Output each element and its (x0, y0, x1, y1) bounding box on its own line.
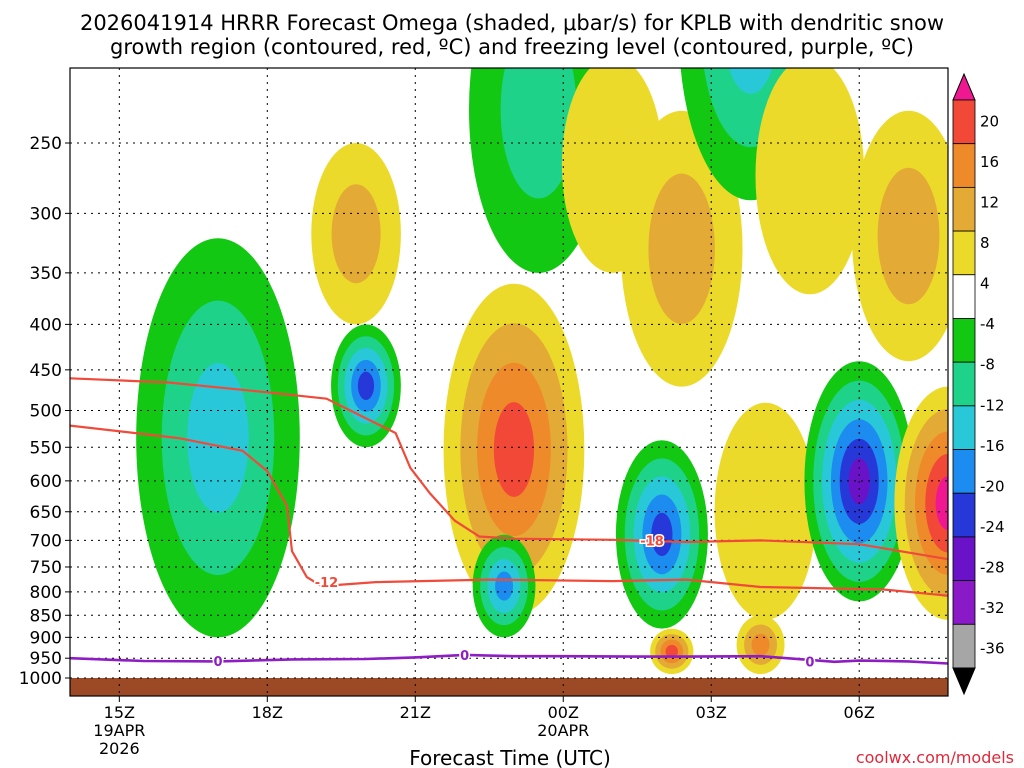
y-axis: 2503003504004505005506006507007508008509… (19, 134, 70, 689)
contour-label-1: -18 (640, 534, 664, 549)
colorbar-bin-8 (952, 318, 976, 363)
colorbar-label: 16 (980, 153, 999, 171)
y-tick-label: 650 (30, 503, 62, 523)
chart-title-line2: growth region (contoured, red, ºC) and f… (110, 35, 914, 59)
colorbar-bin-2 (952, 580, 976, 625)
chart-title-line1: 2026041914 HRRR Forecast Omega (shaded, … (80, 11, 944, 35)
plot-frame (69, 67, 949, 697)
omega-feature-1-level-4 (357, 371, 375, 401)
colorbar-label: -12 (980, 396, 1005, 414)
colorbar-bin-5 (952, 449, 976, 494)
colorbar-bin-11 (952, 186, 976, 232)
contour-label-2: 0 (213, 655, 222, 670)
y-tick-label: 350 (30, 264, 62, 284)
y-tick-label: 750 (30, 558, 62, 578)
colorbar-bin-3 (952, 536, 976, 582)
x-axis-title: Forecast Time (UTC) (409, 746, 611, 768)
omega-colorbar: 20 16 12 8 4 -4 -8 -12 -16 -20 -24 -28 -32 -36 (952, 72, 1005, 696)
omega-feature-4-level-1 (500, 68, 577, 199)
colorbar-bin-4 (952, 492, 976, 538)
dgz-line-1 (70, 424, 948, 597)
colorbar-bin-13 (952, 99, 976, 145)
colorbar-label: -16 (980, 437, 1005, 455)
colorbar-bin-7 (952, 361, 976, 407)
omega-feature-2-level-1 (331, 184, 381, 284)
omega-shading (136, 68, 948, 675)
x-tick-sublabel: 2026 (99, 739, 140, 758)
y-tick-label: 550 (30, 438, 62, 458)
y-tick-label: 450 (30, 361, 62, 381)
x-tick-label: 00Z (548, 703, 579, 722)
colorbar-label: -32 (980, 599, 1005, 617)
x-tick-sublabel: 20APR (537, 721, 589, 740)
y-tick-label: 950 (30, 649, 62, 669)
y-tick-label: 600 (30, 472, 62, 492)
colorbar-top-arrow (952, 72, 976, 101)
omega-feature-13-level-0 (755, 68, 865, 295)
colorbar-bin-10 (952, 230, 976, 276)
colorbar-label: -28 (980, 559, 1005, 577)
omega-feature-9-level-4 (651, 512, 673, 557)
dgz-line-0 (70, 377, 948, 561)
colorbar-label: 8 (980, 234, 990, 252)
colorbar-label: -20 (980, 477, 1005, 495)
y-tick-label: 800 (30, 583, 62, 603)
omega-feature-8-level-2 (729, 68, 773, 94)
x-tick-label: 15Z (104, 703, 135, 722)
contour-labels: -12 -18 0 0 0 (212, 533, 816, 672)
y-tick-label: 900 (30, 628, 62, 648)
colorbar-label: 4 (980, 275, 990, 293)
omega-feature-5-level-3 (495, 571, 514, 601)
y-tick-label: 250 (30, 134, 62, 154)
freezing-level-line-3 (70, 653, 948, 665)
omega-feature-11-level-0 (714, 402, 817, 620)
omega-feature-3-level-3 (493, 402, 535, 497)
colorbar-bin-1 (952, 623, 976, 669)
colorbar-label: 12 (980, 193, 999, 211)
colorbar-bottom-arrow (952, 667, 976, 696)
omega-feature-0-level-2 (187, 363, 249, 513)
omega-feature-16-level-4 (935, 476, 948, 531)
y-tick-label: 500 (30, 402, 62, 422)
x-tick-label: 03Z (696, 703, 727, 722)
contour-label-3: 0 (460, 649, 469, 664)
colorbar-label: -8 (980, 356, 995, 374)
colorbar-label: 20 (980, 112, 999, 130)
contour-label-4: 0 (805, 655, 814, 670)
colorbar-bin-6 (952, 405, 976, 450)
site-credit[interactable]: coolwx.com/models (856, 748, 1014, 767)
contour-lines (70, 377, 948, 665)
ground-layer (70, 678, 948, 696)
omega-feature-14-level-1 (877, 167, 940, 305)
contour-label-0: -12 (315, 576, 339, 591)
x-tick-sublabel: 19APR (93, 721, 145, 740)
x-tick-label: 06Z (844, 703, 875, 722)
colorbar-bin-12 (952, 143, 976, 188)
y-tick-label: 700 (30, 531, 62, 551)
omega-feature-10-level-3 (665, 644, 678, 658)
omega-feature-7-level-1 (648, 173, 715, 324)
ground-strip (70, 678, 948, 696)
y-tick-label: 1000 (19, 669, 62, 689)
omega-feature-12-level-2 (751, 633, 770, 656)
colorbar-label: -36 (980, 640, 1005, 658)
colorbar-label: -4 (980, 315, 995, 333)
x-tick-label: 18Z (252, 703, 283, 722)
y-tick-label: 400 (30, 315, 62, 335)
colorbar-label: -24 (980, 518, 1005, 536)
y-tick-label: 850 (30, 606, 62, 626)
x-tick-label: 21Z (400, 703, 431, 722)
y-tick-label: 300 (30, 204, 62, 224)
colorbar-bin-9 (952, 274, 976, 319)
